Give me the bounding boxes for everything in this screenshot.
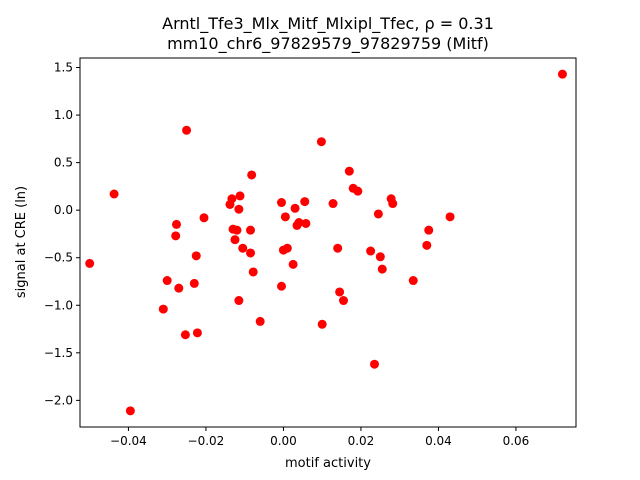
data-point bbox=[171, 231, 181, 241]
y-tick-label: 1.0 bbox=[54, 108, 73, 122]
data-point bbox=[180, 330, 190, 340]
axis-ticks: −0.04 −0.02 0.00 0.02 0.04 0.06 −2.0 −1.5 −1.0 −0… bbox=[44, 61, 529, 448]
data-point bbox=[445, 212, 455, 222]
data-point bbox=[192, 328, 202, 338]
data-point bbox=[230, 235, 240, 245]
data-point bbox=[328, 199, 338, 209]
chart-title-line2: mm10_chr6_97829579_97829759 (Mitf) bbox=[167, 34, 489, 54]
data-point bbox=[424, 225, 434, 235]
data-point bbox=[277, 198, 286, 208]
y-tick-label: −0.5 bbox=[44, 251, 73, 265]
data-point bbox=[422, 240, 432, 250]
y-tick-label: 0.0 bbox=[54, 203, 73, 217]
data-point bbox=[344, 166, 354, 176]
data-point bbox=[162, 276, 172, 286]
y-axis-label: signal at CRE (ln) bbox=[14, 186, 29, 298]
data-point bbox=[235, 191, 245, 201]
data-point bbox=[300, 197, 310, 207]
data-point bbox=[288, 259, 298, 269]
data-point bbox=[353, 186, 363, 196]
x-tick-label: 0.04 bbox=[425, 434, 452, 448]
y-tick-label: −2.0 bbox=[44, 393, 73, 407]
data-point bbox=[234, 296, 244, 306]
data-point bbox=[189, 278, 199, 288]
x-axis-label: motif activity bbox=[285, 456, 371, 471]
data-point bbox=[234, 204, 244, 214]
y-tick-label: 1.5 bbox=[54, 61, 73, 75]
data-point bbox=[277, 281, 286, 291]
data-point bbox=[158, 304, 168, 314]
data-point bbox=[335, 287, 345, 297]
data-point bbox=[248, 267, 258, 277]
data-point bbox=[246, 248, 255, 258]
data-point bbox=[85, 258, 95, 268]
plot-frame bbox=[79, 57, 577, 428]
data-point bbox=[408, 276, 418, 286]
data-point bbox=[282, 243, 292, 253]
data-point bbox=[333, 243, 343, 253]
data-point bbox=[377, 264, 387, 274]
data-point bbox=[557, 69, 567, 79]
data-points bbox=[85, 69, 567, 416]
x-tick-label: 0.00 bbox=[270, 434, 297, 448]
x-tick-label: 0.06 bbox=[503, 434, 530, 448]
y-tick-label: −1.5 bbox=[44, 346, 73, 360]
y-tick-label: 0.5 bbox=[54, 156, 73, 170]
data-point bbox=[388, 199, 398, 209]
data-point bbox=[366, 246, 376, 256]
data-point bbox=[191, 251, 201, 261]
data-point bbox=[370, 359, 379, 369]
data-point bbox=[125, 406, 135, 416]
x-tick-label: 0.02 bbox=[348, 434, 375, 448]
data-point bbox=[373, 209, 383, 219]
data-point bbox=[317, 319, 327, 329]
x-tick-label: −0.02 bbox=[188, 434, 225, 448]
y-tick-label: −1.0 bbox=[44, 298, 73, 312]
data-point bbox=[280, 212, 290, 222]
data-point bbox=[375, 252, 385, 262]
data-point bbox=[290, 203, 300, 213]
data-point bbox=[174, 283, 184, 293]
data-point bbox=[199, 213, 209, 223]
data-point bbox=[316, 137, 326, 147]
data-point bbox=[238, 243, 248, 253]
data-point bbox=[171, 219, 181, 229]
data-point bbox=[301, 218, 311, 228]
data-point bbox=[227, 194, 237, 204]
data-point bbox=[246, 225, 255, 235]
data-point bbox=[182, 125, 192, 135]
data-point bbox=[109, 189, 119, 199]
data-point bbox=[247, 170, 257, 180]
chart-title-line1: Arntl_Tfe3_Mlx_Mitf_Mlxipl_Tfec, ρ = 0.3… bbox=[162, 14, 494, 34]
data-point bbox=[232, 225, 242, 235]
data-point bbox=[339, 296, 348, 306]
data-point bbox=[294, 218, 304, 228]
data-point bbox=[255, 316, 265, 326]
x-tick-label: −0.04 bbox=[110, 434, 147, 448]
